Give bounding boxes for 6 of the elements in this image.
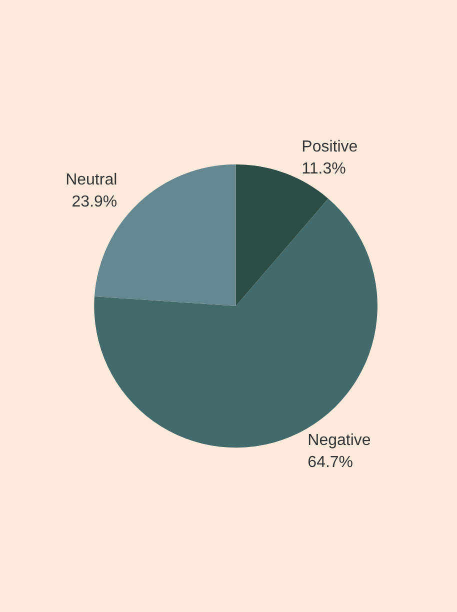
slice-label: Negative (308, 432, 371, 449)
data-label: 11.3% (302, 160, 346, 178)
slice-label: Neutral (66, 171, 118, 188)
data-label: 23.9% (72, 193, 118, 210)
data-label: 64.7% (308, 454, 354, 471)
slice-label: Positive (302, 138, 358, 156)
